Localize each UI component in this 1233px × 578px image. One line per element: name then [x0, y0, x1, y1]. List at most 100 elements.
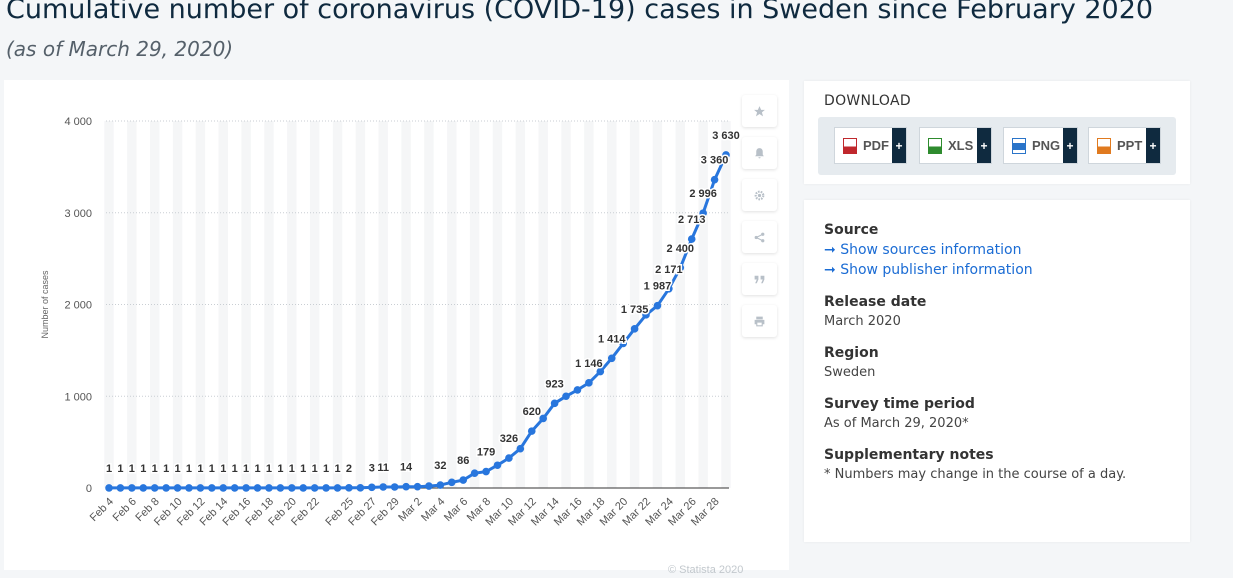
data-label: 1: [152, 463, 158, 475]
data-point: [322, 484, 330, 492]
share-button[interactable]: [742, 221, 777, 253]
column-band: [172, 121, 183, 488]
source-heading: Source: [824, 222, 879, 238]
data-point: [162, 484, 170, 492]
arrow-right-icon: ➞: [824, 242, 841, 258]
data-point: [116, 484, 125, 492]
column-band: [561, 121, 571, 488]
x-tick-label: Feb 4: [88, 496, 116, 524]
data-point: [219, 484, 228, 492]
x-tick-label: Mar 6: [442, 496, 470, 524]
data-label: 1: [266, 463, 272, 475]
y-tick-label: 0: [86, 483, 92, 495]
data-point: [105, 484, 113, 492]
quote-icon: [754, 275, 765, 283]
favorite-button[interactable]: [742, 95, 777, 127]
data-label: 1: [277, 463, 283, 475]
download-panel: DOWNLOAD PDF + XLS + PNG + PPT +: [804, 81, 1190, 184]
plus-icon: +: [892, 128, 906, 163]
data-point: [676, 264, 685, 272]
data-point: [253, 484, 262, 492]
data-point: [345, 484, 353, 492]
data-label: 1: [209, 463, 215, 475]
data-label: 1: [174, 463, 180, 475]
column-band: [127, 121, 137, 488]
star-icon: [754, 105, 765, 116]
page-title: Cumulative number of coronavirus (COVID-…: [6, 0, 1154, 25]
data-point: [687, 235, 696, 243]
data-label: 1 146: [575, 358, 603, 370]
print-button[interactable]: [742, 305, 777, 337]
data-point: [527, 427, 536, 435]
data-point: [459, 476, 468, 484]
data-point: [619, 339, 627, 348]
data-label: 179: [477, 447, 495, 459]
data-point: [128, 484, 136, 492]
bell-icon: [755, 147, 764, 158]
data-label: 3 360: [701, 155, 729, 167]
column-band: [287, 121, 297, 488]
chart-toolbar: [742, 95, 777, 347]
data-point: [390, 483, 399, 491]
data-point: [585, 379, 593, 387]
data-label: 14: [400, 462, 413, 474]
data-label: 11: [377, 462, 389, 474]
notes-value: * Numbers may change in the course of a …: [824, 467, 1127, 482]
chart-card: 0 1 000 2 000 3 000 4 000 Number of cases Feb …: [4, 80, 789, 570]
data-point: [333, 484, 342, 492]
data-point: [356, 484, 365, 492]
page-subtitle: (as of March 29, 2020): [6, 37, 234, 61]
notes-heading: Supplementary notes: [824, 447, 994, 463]
y-tick-label: 2 000: [64, 300, 92, 312]
data-label: 1: [163, 463, 169, 475]
data-point: [516, 444, 525, 453]
y-tick-label: 1 000: [64, 391, 92, 403]
data-label: 326: [500, 433, 518, 445]
y-tick-label: 3 000: [64, 208, 92, 220]
data-point: [402, 482, 410, 491]
download-xls-label: XLS: [948, 138, 974, 153]
data-point: [607, 354, 616, 363]
data-point: [562, 392, 570, 401]
data-point: [470, 469, 479, 478]
data-label: 1: [334, 463, 340, 475]
data-point: [493, 461, 502, 470]
ppt-file-icon: [1097, 137, 1111, 154]
download-png-label: PNG: [1032, 138, 1061, 153]
settings-button[interactable]: [742, 179, 777, 211]
release-date-heading: Release date: [824, 294, 927, 310]
data-label: 1 414: [598, 333, 626, 345]
gear-icon: [754, 190, 765, 200]
download-ppt-button[interactable]: PPT +: [1088, 127, 1161, 164]
data-point: [230, 484, 239, 492]
column-band: [538, 121, 548, 488]
data-point: [550, 399, 559, 408]
download-xls-button[interactable]: XLS +: [919, 127, 992, 164]
arrow-right-icon: ➞: [824, 262, 841, 278]
data-point: [573, 386, 582, 394]
show-publisher-link[interactable]: ➞ Show publisher information: [824, 262, 1170, 278]
xls-file-icon: [928, 137, 942, 154]
data-label: 1: [312, 463, 318, 475]
show-sources-link[interactable]: ➞ Show sources information: [824, 242, 1170, 258]
download-png-button[interactable]: PNG +: [1003, 127, 1078, 164]
data-point: [425, 482, 433, 490]
notify-button[interactable]: [742, 137, 777, 169]
cite-button[interactable]: [742, 263, 777, 295]
data-point: [665, 285, 673, 293]
data-point: [630, 325, 639, 333]
download-title: DOWNLOAD: [824, 93, 911, 109]
data-label: 1: [243, 463, 249, 475]
column-band: [469, 121, 480, 488]
column-band: [675, 121, 686, 488]
png-file-icon: [1012, 137, 1026, 154]
data-label: 3: [369, 462, 375, 474]
line-chart: 0 1 000 2 000 3 000 4 000 Number of cases Feb …: [40, 116, 741, 528]
download-pdf-button[interactable]: PDF +: [834, 127, 907, 164]
data-label: 1: [140, 463, 146, 475]
data-point: [710, 175, 719, 184]
data-point: [242, 484, 250, 492]
data-point: [699, 209, 707, 217]
region-value: Sweden: [824, 365, 876, 380]
data-point: [150, 484, 159, 492]
